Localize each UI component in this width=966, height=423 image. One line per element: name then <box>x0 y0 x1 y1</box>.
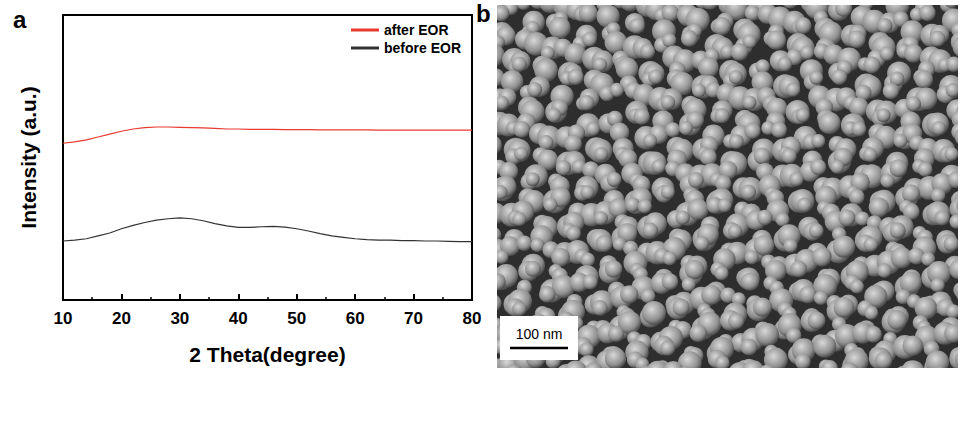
svg-text:a: a <box>13 6 27 33</box>
svg-text:80: 80 <box>463 309 482 328</box>
svg-text:70: 70 <box>404 309 423 328</box>
svg-text:2 Theta(degree): 2 Theta(degree) <box>189 343 345 366</box>
svg-text:30: 30 <box>170 309 189 328</box>
svg-text:b: b <box>476 0 491 27</box>
svg-text:60: 60 <box>346 309 365 328</box>
svg-text:Intensity (a.u.): Intensity (a.u.) <box>17 86 40 228</box>
svg-text:20: 20 <box>112 309 131 328</box>
svg-text:40: 40 <box>229 309 248 328</box>
svg-text:before EOR: before EOR <box>384 40 461 56</box>
svg-text:10: 10 <box>54 309 73 328</box>
svg-text:after EOR: after EOR <box>384 22 449 38</box>
svg-text:100 nm: 100 nm <box>516 326 563 342</box>
svg-text:50: 50 <box>287 309 306 328</box>
